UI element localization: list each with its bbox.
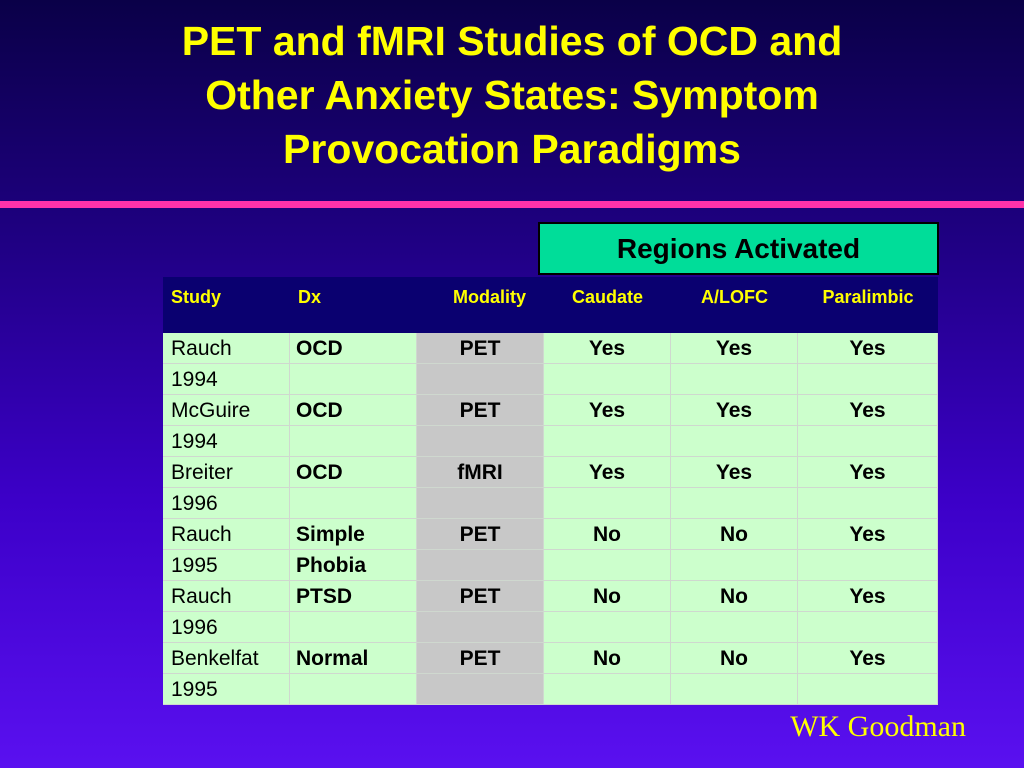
studies-table: Study Dx Modality Caudate A/LOFC Paralim… [163,277,938,705]
cell-paralimbic [798,674,938,705]
cell-dx: Normal [290,643,417,674]
cell-dx [290,364,417,395]
cell-dx: OCD [290,395,417,426]
cell-modality [417,488,544,519]
cell-study: 1994 [163,426,290,457]
cell-dx: OCD [290,457,417,488]
cell-study: 1995 [163,674,290,705]
cell-paralimbic [798,426,938,457]
cell-paralimbic: Yes [798,519,938,550]
cell-dx [290,674,417,705]
cell-caudate: No [544,643,671,674]
cell-dx: Simple [290,519,417,550]
cell-study: Benkelfat [163,643,290,674]
cell-study: McGuire [163,395,290,426]
cell-paralimbic [798,550,938,581]
cell-alofc: No [671,519,798,550]
cell-caudate [544,364,671,395]
header-paralimbic: Paralimbic [822,287,914,307]
header-caudate: Caudate [571,287,643,307]
header-alofc: A/LOFC [701,287,768,307]
cell-dx [290,488,417,519]
cell-study: 1996 [163,612,290,643]
cell-caudate [544,674,671,705]
cell-modality: fMRI [417,457,544,488]
regions-activated-label: Regions Activated [538,222,939,275]
cell-paralimbic: Yes [798,581,938,612]
cell-dx: PTSD [290,581,417,612]
table-row: 1995 [163,674,938,705]
title-line-2: Other Anxiety States: Symptom [205,72,819,118]
cell-study: Breiter [163,457,290,488]
cell-caudate: No [544,519,671,550]
table-row: Benkelfat Normal PET No No Yes [163,643,938,674]
cell-alofc: No [671,581,798,612]
cell-caudate [544,550,671,581]
cell-paralimbic: Yes [798,395,938,426]
cell-modality [417,550,544,581]
cell-dx [290,612,417,643]
cell-modality: PET [417,333,544,364]
cell-modality: PET [417,581,544,612]
title-line-1: PET and fMRI Studies of OCD and [181,18,843,64]
cell-modality [417,426,544,457]
cell-dx [290,426,417,457]
cell-paralimbic [798,364,938,395]
author-credit: WK Goodman [790,710,966,743]
table-row: 1994 [163,426,938,457]
table-row: 1994 [163,364,938,395]
cell-study: 1996 [163,488,290,519]
cell-caudate [544,488,671,519]
cell-modality [417,674,544,705]
cell-caudate [544,612,671,643]
cell-alofc [671,550,798,581]
table-row: Rauch Simple PET No No Yes [163,519,938,550]
cell-modality: PET [417,643,544,674]
cell-paralimbic [798,612,938,643]
table-row: Rauch PTSD PET No No Yes [163,581,938,612]
cell-study: Rauch [163,581,290,612]
cell-study: 1995 [163,550,290,581]
cell-modality: PET [417,395,544,426]
cell-modality [417,612,544,643]
table-row: 1996 [163,488,938,519]
cell-study: 1994 [163,364,290,395]
cell-modality: PET [417,519,544,550]
table-row: McGuire OCD PET Yes Yes Yes [163,395,938,426]
cell-alofc: Yes [671,333,798,364]
cell-alofc [671,364,798,395]
cell-caudate: Yes [544,457,671,488]
table-header: Study Dx Modality Caudate A/LOFC Paralim… [163,277,938,333]
cell-alofc: Yes [671,457,798,488]
slide-title: PET and fMRI Studies of OCD and Other An… [0,14,1024,176]
cell-alofc: No [671,643,798,674]
cell-alofc [671,426,798,457]
cell-dx: Phobia [290,550,417,581]
cell-caudate: No [544,581,671,612]
title-line-3: Provocation Paradigms [283,126,741,172]
cell-study: Rauch [163,333,290,364]
header-dx: Dx [298,287,322,307]
table-row: 1996 [163,612,938,643]
cell-alofc [671,674,798,705]
title-divider [0,201,1024,208]
cell-caudate: Yes [544,395,671,426]
cell-alofc [671,488,798,519]
cell-paralimbic [798,488,938,519]
cell-caudate: Yes [544,333,671,364]
header-study: Study [171,287,222,307]
cell-paralimbic: Yes [798,457,938,488]
table-row: Breiter OCD fMRI Yes Yes Yes [163,457,938,488]
cell-paralimbic: Yes [798,643,938,674]
cell-paralimbic: Yes [798,333,938,364]
cell-alofc: Yes [671,395,798,426]
table-row: Rauch OCD PET Yes Yes Yes [163,333,938,364]
cell-alofc [671,612,798,643]
cell-caudate [544,426,671,457]
cell-modality [417,364,544,395]
header-modality: Modality [452,287,526,307]
cell-study: Rauch [163,519,290,550]
cell-dx: OCD [290,333,417,364]
table-row: 1995 Phobia [163,550,938,581]
